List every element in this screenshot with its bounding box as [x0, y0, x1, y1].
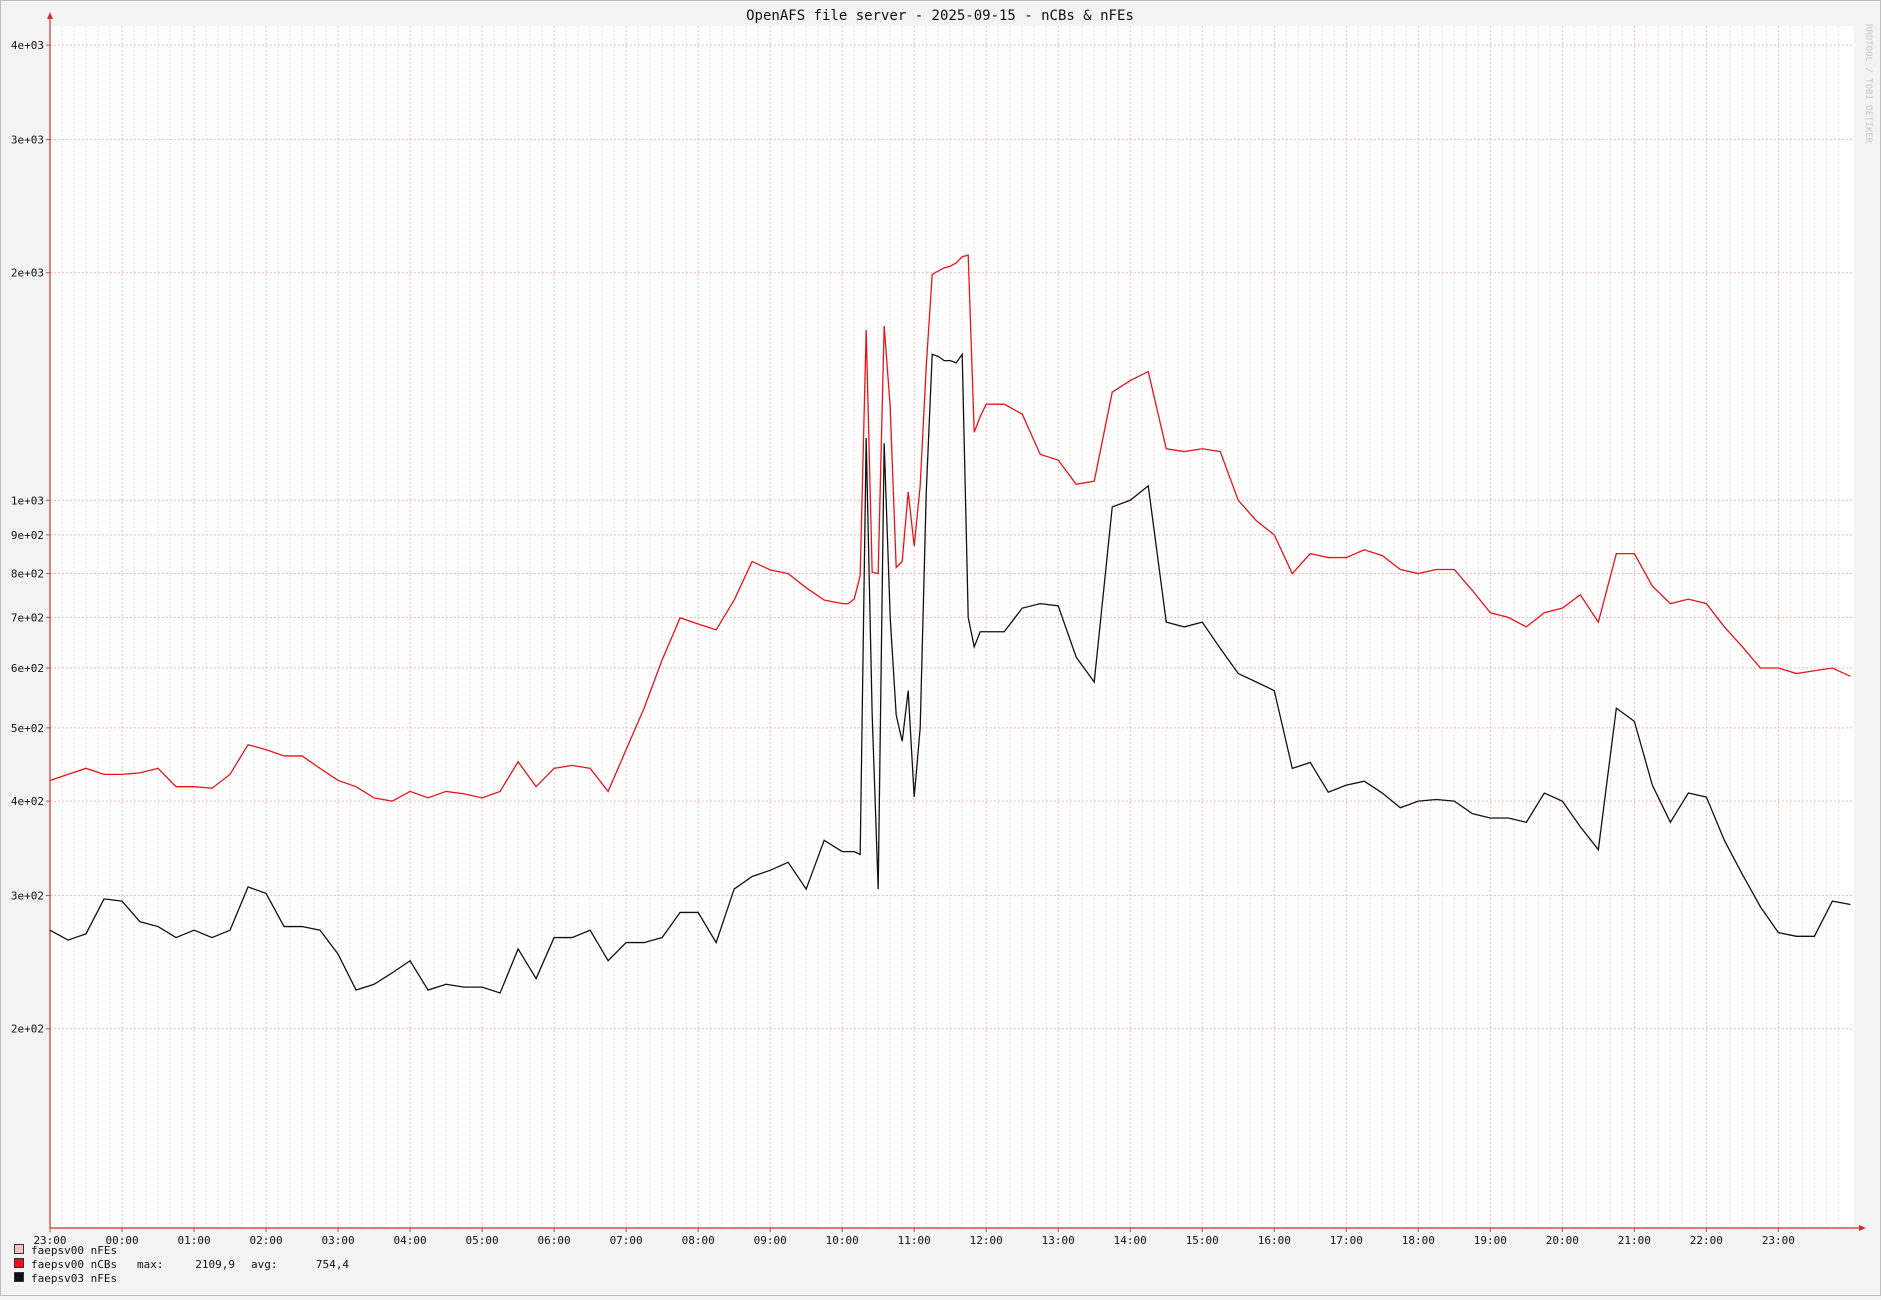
x-tick-label: 00:00: [105, 1234, 138, 1247]
series-line: [49, 254, 1851, 802]
legend-swatch: [14, 1258, 24, 1268]
y-tick-label: 9e+02: [11, 529, 44, 542]
y-tick-label: 4e+03: [11, 39, 44, 52]
y-tick-label: 4e+02: [11, 795, 44, 808]
y-tick-label: 3e+03: [11, 134, 44, 147]
x-tick-label: 05:00: [466, 1234, 499, 1247]
y-tick-label: 6e+02: [11, 662, 44, 675]
x-tick-label: 13:00: [1042, 1234, 1075, 1247]
x-tick-label: 19:00: [1474, 1234, 1507, 1247]
grid: [49, 26, 1854, 1228]
x-tick-label: 03:00: [322, 1234, 355, 1247]
x-tick-label: 04:00: [394, 1234, 427, 1247]
x-tick-label: 09:00: [754, 1234, 787, 1247]
x-tick-label: 15:00: [1186, 1234, 1219, 1247]
legend-swatch: [14, 1244, 24, 1254]
x-tick-label: 21:00: [1618, 1234, 1651, 1247]
y-tick-label: 1e+03: [11, 494, 44, 507]
legend-stat-label: max:: [137, 1258, 164, 1271]
legend-stat-value: 754,4: [316, 1258, 349, 1271]
legend-label: faepsv00 nFEs: [31, 1244, 117, 1257]
y-tick-label: 3e+02: [11, 890, 44, 903]
y-tick-label: 8e+02: [11, 568, 44, 581]
legend-stat-value: 2109,9: [195, 1258, 235, 1271]
chart-title: OpenAFS file server - 2025-09-15 - nCBs …: [746, 8, 1134, 24]
x-tick-label: 16:00: [1258, 1234, 1291, 1247]
x-tick-label: 23:00: [1762, 1234, 1795, 1247]
y-tick-label: 5e+02: [11, 722, 44, 735]
y-tick-label: 2e+03: [11, 267, 44, 280]
x-tick-label: 20:00: [1546, 1234, 1579, 1247]
plot-area: [50, 26, 1854, 1228]
series-line: [49, 352, 1851, 994]
legend-label: faepsv00 nCBs: [31, 1258, 117, 1271]
x-tick-label: 02:00: [249, 1234, 282, 1247]
y-tick-label: 2e+02: [11, 1023, 44, 1036]
legend-label: faepsv03 nFEs: [31, 1272, 117, 1285]
x-tick-label: 17:00: [1330, 1234, 1363, 1247]
axis-arrow: [1859, 1225, 1866, 1231]
x-tick-label: 14:00: [1114, 1234, 1147, 1247]
x-tick-label: 12:00: [970, 1234, 1003, 1247]
x-tick-label: 23:00: [33, 1234, 66, 1247]
x-tick-label: 06:00: [538, 1234, 571, 1247]
x-tick-label: 10:00: [826, 1234, 859, 1247]
legend-stat-label: avg:: [251, 1258, 278, 1271]
legend-swatch: [14, 1272, 24, 1282]
axis-arrow: [47, 12, 53, 19]
x-tick-label: 08:00: [682, 1234, 715, 1247]
x-tick-label: 18:00: [1402, 1234, 1435, 1247]
x-tick-label: 22:00: [1690, 1234, 1723, 1247]
watermark: RRDTOOL / TOBI OETIKER: [1863, 24, 1873, 144]
x-tick-label: 11:00: [898, 1234, 931, 1247]
y-tick-label: 7e+02: [11, 611, 44, 624]
x-tick-label: 01:00: [177, 1234, 210, 1247]
x-tick-label: 07:00: [610, 1234, 643, 1247]
